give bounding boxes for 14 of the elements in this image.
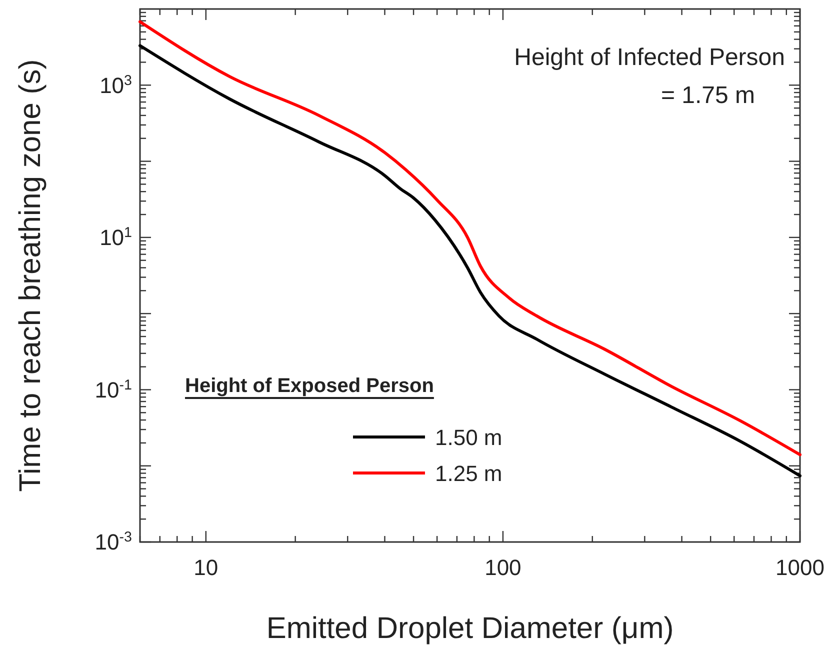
x-tick-label: 10	[194, 555, 218, 580]
y-tick-label: 10$^{1}$	[100, 225, 132, 250]
annotation: = 1.75 m	[660, 82, 755, 109]
legend-label: 1.25 m	[435, 461, 502, 486]
y-tick-label: 10$^{3}$	[100, 72, 132, 98]
y-tick-label: 10$^{-3}$	[94, 530, 132, 555]
x-axis-title: Emitted Droplet Diameter (μm)	[266, 612, 674, 645]
annotation: Height of Infected Person	[514, 44, 785, 71]
legend-title: Height of Exposed Person	[185, 375, 434, 397]
y-tick-label: 10$^{-1}$	[94, 377, 132, 402]
legend-label: 1.50 m	[435, 425, 502, 450]
x-tick-label: 100	[484, 555, 522, 580]
x-tick-label: 1000	[776, 555, 824, 580]
y-axis-title: Time to reach breathing zone (s)	[14, 59, 47, 492]
